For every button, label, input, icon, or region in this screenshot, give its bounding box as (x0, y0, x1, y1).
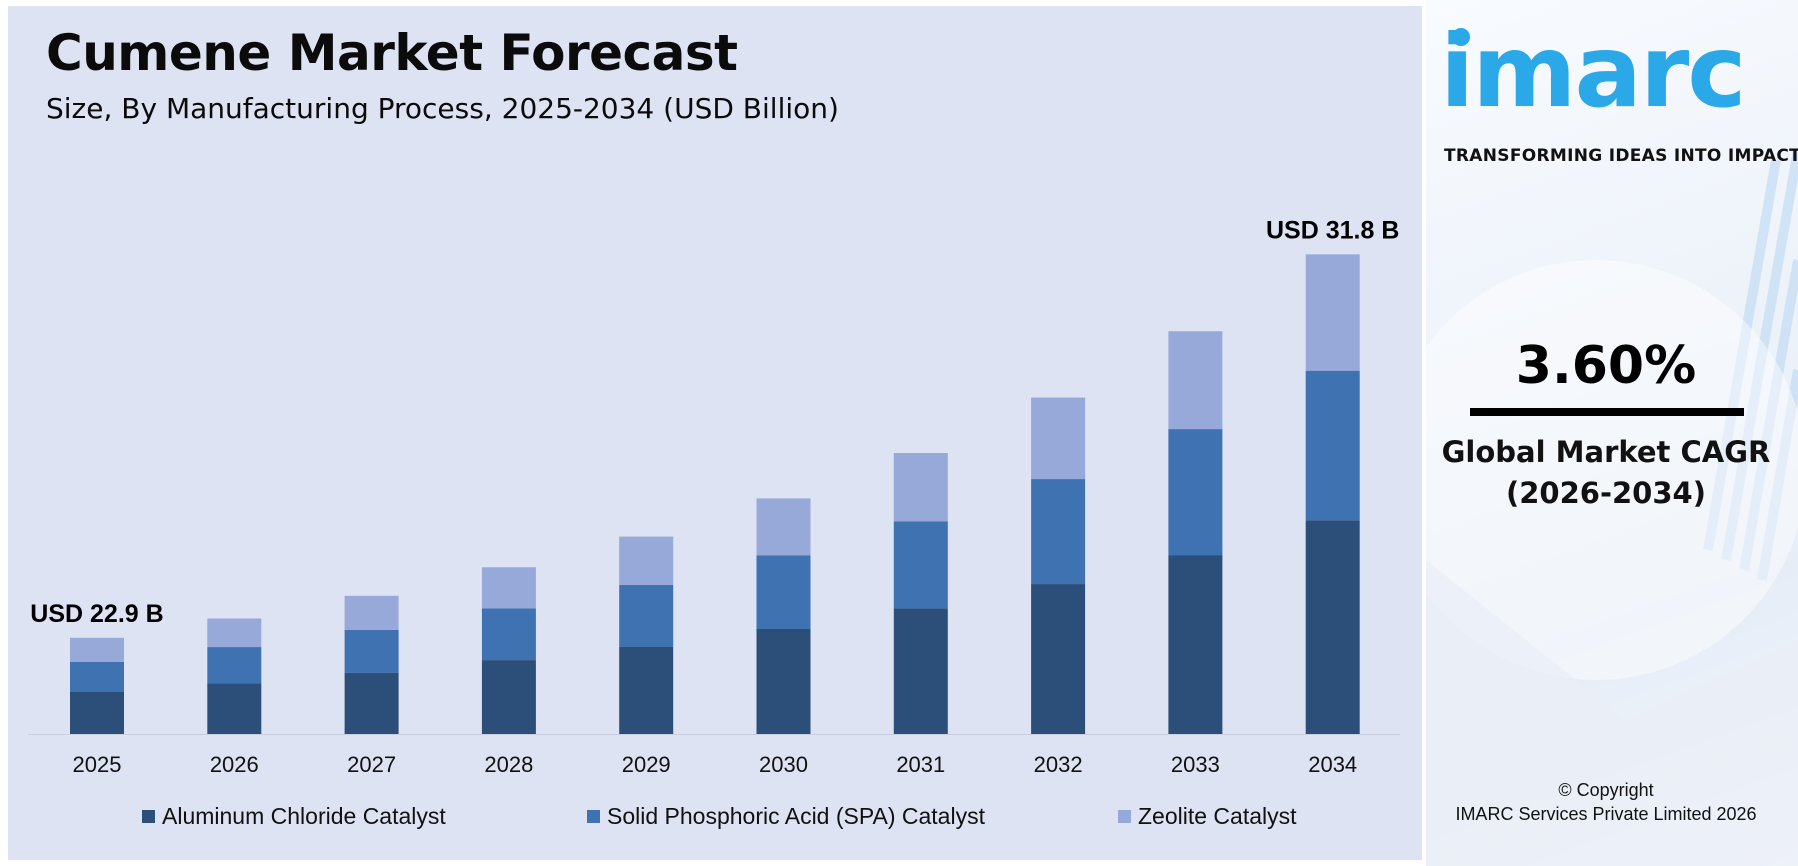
imarc-logo: imarc (1440, 22, 1790, 122)
x-tick-label-2025: 2025 (73, 752, 122, 777)
copyright-line2: IMARC Services Private Limited 2026 (1455, 804, 1757, 825)
bar-segment-2030-s1 (756, 555, 811, 629)
legend-label-zeolite: Zeolite Catalyst (1138, 803, 1297, 829)
x-tick-label-2033: 2033 (1171, 752, 1220, 777)
bar-segment-2026-s0 (207, 683, 262, 734)
x-tick-label-2034: 2034 (1308, 752, 1357, 777)
cagr-label-line1: Global Market CAGR (1441, 435, 1771, 469)
cagr-label: Global Market CAGR (2026-2034) (1426, 432, 1786, 513)
bar-segment-2029-s1 (619, 584, 674, 647)
bar-segment-2028-s0 (481, 660, 536, 734)
legend-item-zeolite: Zeolite Catalyst (1118, 803, 1297, 830)
cagr-value: 3.60% (1515, 336, 1697, 396)
bar-segment-2027-s2 (344, 595, 399, 630)
legend-swatch-aluminum (142, 810, 155, 823)
legend-swatch-zeolite (1118, 810, 1131, 823)
bar-segment-2033-s0 (1168, 555, 1223, 734)
chart-subtitle: Size, By Manufacturing Process, 2025-203… (46, 92, 839, 125)
x-tick-label-2028: 2028 (484, 752, 533, 777)
x-tick-label-2031: 2031 (896, 752, 945, 777)
bar-segment-2031-s0 (893, 608, 948, 734)
legend-label-spa: Solid Phosphoric Acid (SPA) Catalyst (607, 803, 985, 829)
bar-segment-2025-s1 (70, 661, 124, 692)
x-tick-label-2030: 2030 (759, 752, 808, 777)
chart-plot: 2025 2026 2027 2028 2029 2030 2031 2032 2033 2034… (28, 216, 1400, 777)
bar-segment-2030-s2 (756, 498, 811, 556)
cagr-label-line2: (2026-2034) (1506, 475, 1706, 510)
data-label-2025: USD 22.9 B (30, 600, 163, 628)
x-tick-label-2027: 2027 (347, 752, 396, 777)
copyright-line1: © Copyright (1558, 780, 1654, 800)
bar-segment-2032-s1 (1031, 479, 1086, 585)
data-label-2034: USD 31.8 B (1266, 216, 1399, 244)
cagr-divider (1470, 408, 1744, 416)
bar-segment-2026-s2 (207, 618, 262, 648)
bar-segment-2025-s0 (70, 692, 124, 734)
legend-label-aluminum: Aluminum Chloride Catalyst (162, 803, 446, 829)
bar-segment-2031-s2 (893, 453, 948, 522)
side-panel: imarc TRANSFORMING IDEAS INTO IMPACT 3.6… (1426, 0, 1798, 866)
bar-segment-2033-s2 (1168, 331, 1223, 430)
legend-item-aluminum: Aluminum Chloride Catalyst (142, 803, 446, 830)
bar-segment-2026-s1 (207, 647, 262, 684)
logo-tagline: TRANSFORMING IDEAS INTO IMPACT (1444, 146, 1798, 166)
bar-segment-2028-s1 (481, 608, 536, 661)
side-background-graphic (1426, 149, 1798, 866)
bar-segment-2032-s2 (1031, 397, 1086, 480)
bar-segment-2034-s1 (1305, 370, 1360, 521)
legend-swatch-spa (587, 810, 600, 823)
bar-segment-2027-s1 (344, 629, 399, 673)
bar-segment-2033-s1 (1168, 429, 1223, 556)
bar-segment-2034-s2 (1305, 254, 1360, 371)
logo-dot (1452, 28, 1470, 46)
chart-title: Cumene Market Forecast (46, 24, 738, 82)
x-tick-label-2032: 2032 (1034, 752, 1083, 777)
bar-segment-2029-s0 (619, 646, 674, 734)
bar-segment-2030-s0 (756, 629, 811, 734)
bar-segment-2034-s0 (1305, 520, 1360, 734)
bar-segment-2029-s2 (619, 536, 674, 585)
bar-segment-2025-s2 (70, 637, 124, 662)
bar-segment-2028-s2 (481, 567, 536, 609)
logo-text: imarc (1440, 13, 1747, 130)
bar-segment-2031-s1 (893, 521, 948, 609)
bar-segment-2027-s0 (344, 672, 399, 734)
bar-segment-2032-s0 (1031, 584, 1086, 734)
x-tick-label-2029: 2029 (622, 752, 671, 777)
x-tick-label-2026: 2026 (210, 752, 259, 777)
legend-item-spa: Solid Phosphoric Acid (SPA) Catalyst (587, 803, 985, 830)
copyright: © Copyright IMARC Services Private Limit… (1426, 778, 1786, 827)
